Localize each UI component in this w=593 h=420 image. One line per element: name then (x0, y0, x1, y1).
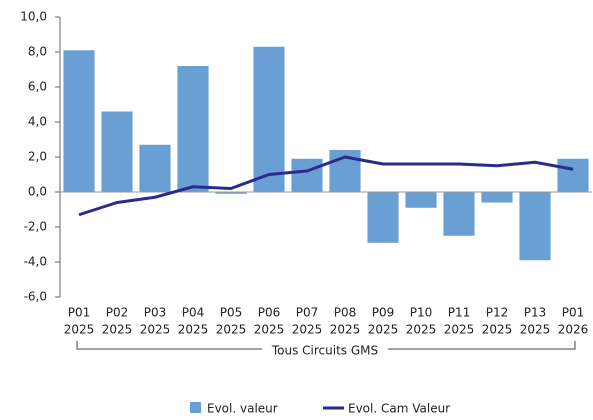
x-tick-label: P09 (372, 306, 395, 320)
y-tick-label: 2,0 (28, 150, 47, 164)
y-tick-label: 8,0 (28, 45, 47, 59)
bar (177, 66, 209, 192)
group-bracket (76, 341, 576, 350)
y-tick-label: 6,0 (28, 80, 47, 94)
x-tick-label: P05 (220, 306, 243, 320)
x-tick-label: 2025 (406, 323, 437, 337)
bar (101, 111, 133, 192)
line (78, 155, 574, 217)
x-tick-label: 2025 (216, 323, 247, 337)
x-tick-label: P11 (448, 306, 471, 320)
bar (63, 50, 95, 192)
y-tick-label: -2,0 (24, 220, 47, 234)
x-tick-label: P01 (68, 306, 91, 320)
x-tick-label: 2025 (482, 323, 513, 337)
x-tick-label: 2025 (140, 323, 171, 337)
x-tick-label: 2026 (558, 323, 589, 337)
legend-label: Evol. Cam Valeur (348, 402, 450, 416)
x-tick-label: 2025 (102, 323, 133, 337)
y-tick-label: 10,0 (20, 10, 47, 24)
x-tick-label: P10 (410, 306, 433, 320)
x-tick-label: 2025 (64, 323, 95, 337)
x-tick-label: P02 (106, 306, 129, 320)
y-tick-label: -6,0 (24, 290, 47, 304)
x-tick-label: 2025 (368, 323, 399, 337)
x-tick-label: P04 (182, 306, 205, 320)
x-tick-label: P03 (144, 306, 167, 320)
x-tick-label: P13 (524, 306, 547, 320)
bar (443, 192, 475, 236)
x-tick-label: P07 (296, 306, 319, 320)
x-tick-label: P06 (258, 306, 281, 320)
bar (291, 158, 323, 192)
x-tick-label: 2025 (444, 323, 475, 337)
legend-swatch (190, 402, 201, 413)
y-tick-label: -4,0 (24, 255, 47, 269)
x-tick-label: 2025 (520, 323, 551, 337)
bar (557, 158, 589, 192)
x-tick-label: P12 (486, 306, 509, 320)
x-tick-label: 2025 (330, 323, 361, 337)
x-tick-label: P01 (562, 306, 585, 320)
bar (215, 192, 247, 194)
x-tick-label: 2025 (178, 323, 209, 337)
y-tick-label: 0,0 (28, 185, 47, 199)
bar (405, 192, 437, 208)
group-label: Tous Circuits GMS (271, 344, 378, 358)
bar (139, 144, 171, 192)
bar (519, 192, 551, 261)
bar (367, 192, 399, 243)
x-tick-label: 2025 (254, 323, 285, 337)
y-tick-label: 4,0 (28, 115, 47, 129)
x-tick-label: P08 (334, 306, 357, 320)
legend-label: Evol. valeur (207, 402, 278, 416)
x-tick-label: 2025 (292, 323, 323, 337)
bar (253, 46, 285, 192)
bar (481, 192, 513, 203)
